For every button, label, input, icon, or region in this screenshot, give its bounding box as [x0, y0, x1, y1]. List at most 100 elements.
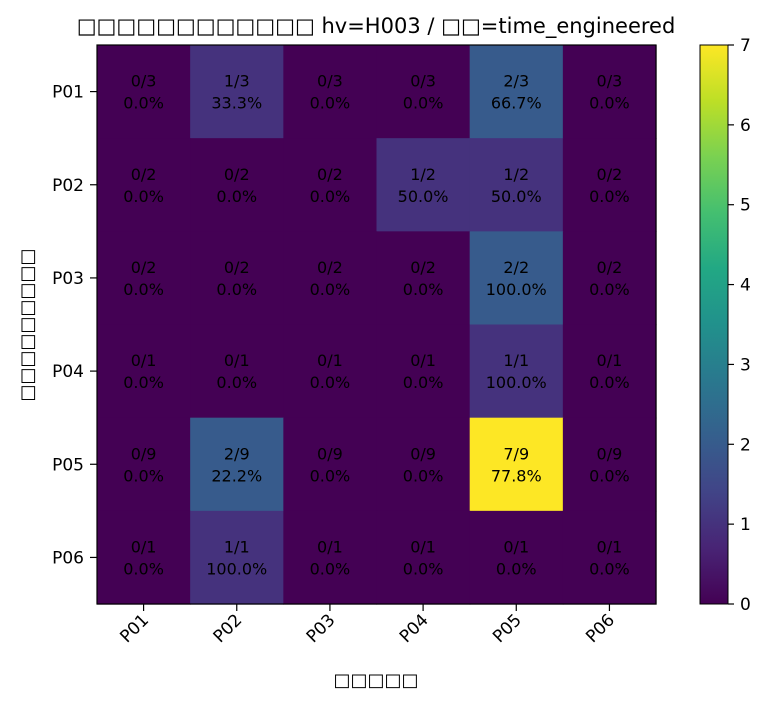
- heatmap-cell: [283, 324, 378, 419]
- heatmap-cell: [562, 138, 657, 232]
- colorbar-tick-label: 3: [740, 355, 751, 375]
- colorbar-tick-label: 5: [740, 196, 751, 216]
- cell-label: 1/2 50.0%: [398, 165, 449, 206]
- cell-label: 0/1 0.0%: [310, 351, 351, 392]
- colorbar-tick-label: 1: [740, 515, 751, 535]
- cell-label: 0/1 0.0%: [403, 351, 444, 392]
- heatmap-cell: [190, 138, 284, 232]
- cell-label: 0/2 0.0%: [123, 165, 164, 206]
- x-tick-label: P03: [303, 610, 340, 647]
- chart-title: □□□□□□□□□□□□ hv=H003 / □□=time_engineere…: [77, 14, 676, 39]
- plot-frame: [96, 44, 657, 605]
- y-tick-label: P02: [52, 176, 84, 196]
- heatmap-cell: [469, 510, 564, 605]
- heatmap-cell: [190, 231, 284, 326]
- x-tick-label: P02: [210, 610, 247, 647]
- cell-label: 1/2 50.0%: [491, 165, 542, 206]
- cell-label: 0/2 0.0%: [310, 165, 351, 206]
- cell-label: 0/2 0.0%: [123, 258, 164, 299]
- heatmap-cell: [562, 324, 657, 419]
- cell-label: 0/2 0.0%: [589, 258, 630, 299]
- cell-label: 0/3 0.0%: [310, 72, 351, 113]
- heatmap-cell: [283, 417, 378, 512]
- cell-label: 0/3 0.0%: [589, 72, 630, 113]
- heatmap-cell: [97, 417, 191, 512]
- heatmap-cell: [469, 231, 564, 326]
- x-axis-label: □□□□□: [333, 670, 418, 691]
- heatmap-cell: [283, 510, 378, 605]
- x-axis-ticks: P01 P02 P03 P04 P05 P06: [116, 604, 619, 647]
- cell-label: 0/9 0.0%: [123, 444, 164, 485]
- colorbar-ticks: 0 1 2 3 4 5 6 7: [728, 36, 751, 615]
- y-axis-label: □□□□□□□□□: [17, 248, 38, 401]
- heatmap-cell: [190, 510, 284, 605]
- colorbar-tick-label: 2: [740, 435, 751, 455]
- heatmap-cell: [469, 324, 564, 419]
- heatmap-cell: [562, 510, 657, 605]
- heatmap-cell: [97, 45, 191, 139]
- cell-label: 1/1 100.0%: [486, 351, 547, 392]
- cell-label: 1/3 33.3%: [211, 72, 262, 113]
- cell-label: 0/1 0.0%: [403, 537, 444, 578]
- heatmap-cell: [562, 45, 657, 139]
- x-tick-label: P05: [489, 610, 526, 647]
- heatmap-cell: [97, 324, 191, 419]
- heatmap-cell: [469, 138, 564, 232]
- heatmap-cell: [469, 417, 564, 512]
- y-tick-label: P01: [52, 83, 84, 103]
- cell-label: 0/1 0.0%: [216, 351, 257, 392]
- y-tick-label: P04: [52, 362, 84, 382]
- heatmap-cell: [376, 45, 471, 139]
- heatmap-cell: [376, 138, 471, 232]
- cell-label: 2/3 66.7%: [491, 72, 542, 113]
- heatmap-cell: [376, 324, 471, 419]
- heatmap-cell: [376, 510, 471, 605]
- cell-label: 0/2 0.0%: [589, 165, 630, 206]
- cell-label: 0/2 0.0%: [403, 258, 444, 299]
- x-tick-label: P04: [396, 610, 433, 647]
- cell-label: 0/2 0.0%: [216, 258, 257, 299]
- heatmap-cell: [190, 324, 284, 419]
- cell-label: 1/1 100.0%: [206, 537, 267, 578]
- cell-label: 0/2 0.0%: [310, 258, 351, 299]
- cell-label: 0/9 0.0%: [403, 444, 444, 485]
- heatmap-cell: [283, 138, 378, 232]
- colorbar-tick-label: 7: [740, 36, 751, 56]
- cell-label: 0/1 0.0%: [589, 351, 630, 392]
- heatmap-cell: [97, 231, 191, 326]
- y-axis-ticks: P01 P02 P03 P04 P05 P06: [52, 83, 97, 568]
- x-tick-label: P06: [582, 610, 619, 647]
- cell-label: 0/9 0.0%: [589, 444, 630, 485]
- heatmap-cell: [190, 417, 284, 512]
- heatmap-cell: [376, 417, 471, 512]
- cell-label: 0/9 0.0%: [310, 444, 351, 485]
- heatmap-cell: [97, 138, 191, 232]
- cell-label: 0/2 0.0%: [216, 165, 257, 206]
- heatmap-cell-labels: 0/3 0.0% 1/3 33.3% 0/3 0.0% 0/3 0.0% 2/3 66.7% 0/3…: [123, 72, 630, 579]
- y-tick-label: P03: [52, 269, 84, 289]
- heatmap-cell: [283, 45, 378, 139]
- y-tick-label: P06: [52, 548, 84, 568]
- colorbar: [699, 44, 729, 605]
- cell-label: 0/1 0.0%: [496, 537, 537, 578]
- heatmap-cell: [376, 231, 471, 326]
- heatmap-cell: [190, 45, 284, 139]
- heatmap-cell: [469, 45, 564, 139]
- cell-label: 0/1 0.0%: [123, 537, 164, 578]
- y-tick-label: P05: [52, 455, 84, 475]
- heatmap-cell: [283, 231, 378, 326]
- cell-label: 0/3 0.0%: [123, 72, 164, 113]
- cell-label: 0/1 0.0%: [123, 351, 164, 392]
- colorbar-tick-label: 0: [740, 595, 751, 615]
- colorbar-tick-label: 4: [740, 276, 751, 296]
- cell-label: 0/3 0.0%: [403, 72, 444, 113]
- colorbar-tick-label: 6: [740, 116, 751, 136]
- heatmap-cell: [562, 231, 657, 326]
- heatmap-cell: [97, 510, 191, 605]
- heatmap-cell: [562, 417, 657, 512]
- x-tick-label: P01: [116, 610, 153, 647]
- heatmap-cells: [97, 45, 657, 605]
- cell-label: 7/9 77.8%: [491, 444, 542, 485]
- cell-label: 2/2 100.0%: [486, 258, 547, 299]
